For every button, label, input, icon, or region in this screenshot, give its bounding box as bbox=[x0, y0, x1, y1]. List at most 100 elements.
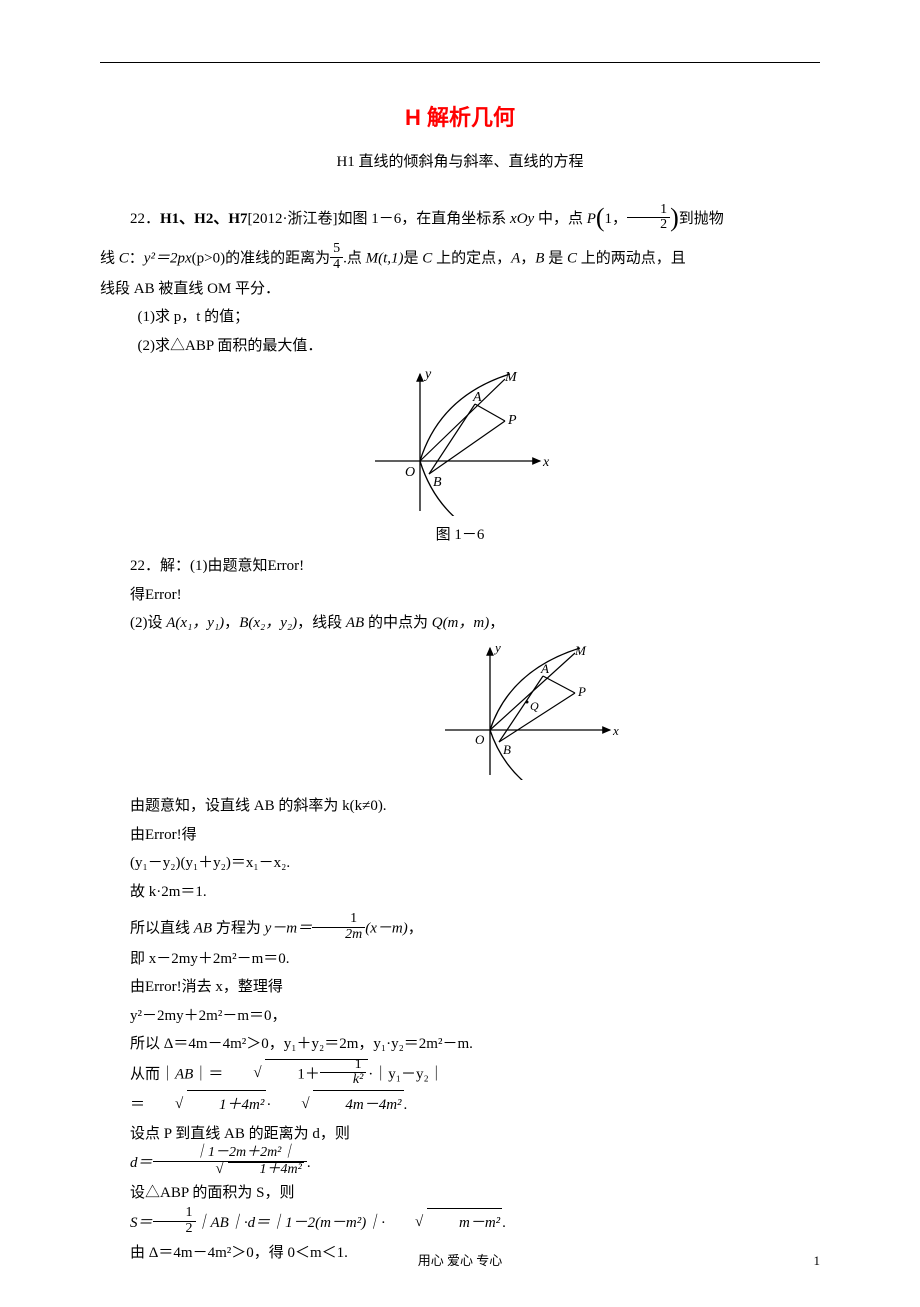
Bc: (x₂，y₂) bbox=[248, 615, 297, 631]
A-point-label: A bbox=[472, 390, 482, 405]
txt: 上的两动点，且 bbox=[577, 251, 686, 267]
txt: 的准线的距离为 bbox=[225, 251, 330, 267]
sol-3: 由题意知，设直线 AB 的斜率为 k(k≠0). bbox=[100, 792, 820, 821]
sol-13: ＝1＋4m²·4m－4m². bbox=[100, 1090, 820, 1120]
sqrt-icon: 1＋4m² bbox=[186, 1162, 304, 1178]
txt: 1＋ bbox=[297, 1066, 320, 1082]
footer-text: 用心 爱心 专心 bbox=[0, 1250, 920, 1269]
page-number: 1 bbox=[814, 1253, 821, 1269]
frac-num: 1 bbox=[627, 203, 670, 219]
C-label: C bbox=[422, 251, 432, 267]
frac-num: 1 bbox=[320, 1058, 366, 1074]
sol-17: S＝12｜AB｜·d＝｜1－2(m－m²)｜·m－m². bbox=[100, 1208, 820, 1239]
sol-1: 22．解：(1)由题意知Error! bbox=[100, 552, 820, 581]
txt: d＝ bbox=[130, 1155, 153, 1171]
sol-15: d＝｜1－2m＋2m²｜1＋4m². bbox=[100, 1148, 820, 1179]
gap bbox=[100, 906, 820, 914]
frac-den: 1＋4m² bbox=[153, 1162, 307, 1178]
frac-den: 2m bbox=[312, 928, 365, 943]
M-point-label: M bbox=[504, 370, 518, 385]
coord-1: 1， bbox=[605, 211, 628, 227]
P-label: P bbox=[587, 211, 596, 227]
C-label: C bbox=[119, 251, 129, 267]
sqrt-icon: 1＋4m² bbox=[145, 1090, 266, 1120]
problem-src: [2012·浙江卷]如图 1－6，在直角坐标系 bbox=[248, 211, 511, 227]
radicand: 1＋4m² bbox=[228, 1162, 304, 1178]
error-txt: Error! bbox=[145, 827, 182, 843]
figure-1: y x O M A B P bbox=[100, 366, 820, 521]
txt: (2)设 bbox=[130, 615, 166, 631]
x-axis-label: x bbox=[542, 455, 550, 470]
top-rule bbox=[100, 62, 820, 63]
radicand: 1＋4m² bbox=[187, 1090, 266, 1120]
sol-11: 所以 Δ＝4m－4m²＞0，y₁＋y₂＝2m，y₁·y₂＝2m²－m. bbox=[100, 1030, 820, 1059]
main-title: H 解析几何 bbox=[100, 100, 820, 132]
error-txt: Error! bbox=[268, 558, 305, 574]
M-point-label: M bbox=[574, 643, 587, 658]
problem-tags: H1、H2、H7 bbox=[160, 211, 248, 227]
cond: (p>0) bbox=[192, 251, 225, 267]
parabola-figure-2-icon: y x O M A B P Q bbox=[435, 640, 625, 780]
sol-4: 由Error!得 bbox=[100, 821, 820, 850]
A-label: A bbox=[511, 251, 520, 267]
sub-title: H1 直线的倾斜角与斜率、直线的方程 bbox=[100, 150, 820, 171]
txt: ｜AB｜·d＝｜1－2(m－m²)｜· bbox=[196, 1215, 385, 1231]
problem-line-1: 22．H1、H2、H7[2012·浙江卷]如图 1－6，在直角坐标系 xOy 中… bbox=[100, 195, 820, 244]
txt: 线 bbox=[100, 251, 119, 267]
problem-number: 22． bbox=[130, 211, 160, 227]
txt: 方程为 bbox=[212, 921, 265, 937]
sol-7: 所以直线 AB 方程为 y－m＝12m(x－m)， bbox=[100, 914, 820, 944]
P-point-label: P bbox=[577, 684, 586, 699]
figure-2: y x O M A B P Q bbox=[240, 640, 820, 791]
radicand: m－m² bbox=[427, 1208, 502, 1238]
txt: 中，点 bbox=[534, 211, 587, 227]
M-coord: (t,1) bbox=[378, 251, 403, 267]
Q-point-label: Q bbox=[530, 699, 539, 713]
C-label: C bbox=[567, 251, 577, 267]
txt: ·｜y₁－y₂｜ bbox=[368, 1066, 443, 1082]
txt: . bbox=[307, 1155, 311, 1171]
B-point-label: B bbox=[433, 475, 442, 490]
problem-line-2: 线 C：y²＝2px(p>0)的准线的距离为54.点 M(t,1)是 C 上的定… bbox=[100, 244, 820, 274]
txt: 得 bbox=[130, 587, 145, 603]
frac-den: 2 bbox=[627, 218, 670, 233]
eq-r: (x－m) bbox=[365, 921, 407, 937]
parabola-figure-icon: y x O M A B P bbox=[365, 366, 555, 516]
sol-12: 从而｜AB｜＝1＋1k²·｜y₁－y₂｜ bbox=[100, 1059, 820, 1090]
Ac: (x₁，y₁) bbox=[175, 615, 224, 631]
problem-line-3: 线段 AB 被直线 OM 平分． bbox=[100, 275, 820, 304]
txt: 从而｜ bbox=[130, 1066, 175, 1082]
fraction: ｜1－2m＋2m²｜1＋4m² bbox=[153, 1146, 307, 1177]
txt: ， bbox=[224, 615, 239, 631]
txt: 是 bbox=[544, 251, 567, 267]
frac-den: 2 bbox=[153, 1222, 196, 1237]
q1: (1)求 p，t 的值； bbox=[100, 303, 820, 332]
B-label: B bbox=[239, 615, 248, 631]
sol-8: 即 x－2my＋2m²－m＝0. bbox=[100, 945, 820, 974]
fraction: 12m bbox=[312, 912, 365, 942]
txt: . bbox=[404, 1097, 408, 1113]
fraction: 12 bbox=[153, 1206, 196, 1236]
txt: . bbox=[502, 1215, 506, 1231]
frac-num: 5 bbox=[330, 242, 343, 258]
sol-14: 设点 P 到直线 AB 的距离为 d，则 bbox=[100, 1120, 820, 1149]
frac-den: 4 bbox=[330, 258, 343, 273]
txt: 由 bbox=[130, 979, 145, 995]
solution-block: 22．解：(1)由题意知Error! 得Error! (2)设 A(x₁，y₁)… bbox=[100, 552, 820, 1267]
fraction: 1k² bbox=[320, 1058, 366, 1088]
Q-label: Q bbox=[432, 615, 443, 631]
AB-label: AB bbox=[346, 615, 364, 631]
sol-2: (2)设 A(x₁，y₁)，B(x₂，y₂)，线段 AB 的中点为 Q(m，m)… bbox=[100, 609, 820, 638]
frac-num: 1 bbox=[153, 1206, 196, 1222]
txt: ， bbox=[520, 251, 535, 267]
error-txt: Error! bbox=[145, 587, 182, 603]
txt: 上的定点， bbox=[432, 251, 511, 267]
sol-16: 设△ABP 的面积为 S，则 bbox=[100, 1179, 820, 1208]
fraction: 54 bbox=[330, 242, 343, 272]
error-txt: Error! bbox=[145, 979, 182, 995]
radicand: 1＋1k² bbox=[265, 1059, 368, 1090]
P-point-label: P bbox=[507, 413, 517, 428]
sol-de: 得Error! bbox=[100, 581, 820, 610]
fraction: 12 bbox=[627, 203, 670, 233]
txt: 是 bbox=[404, 251, 423, 267]
